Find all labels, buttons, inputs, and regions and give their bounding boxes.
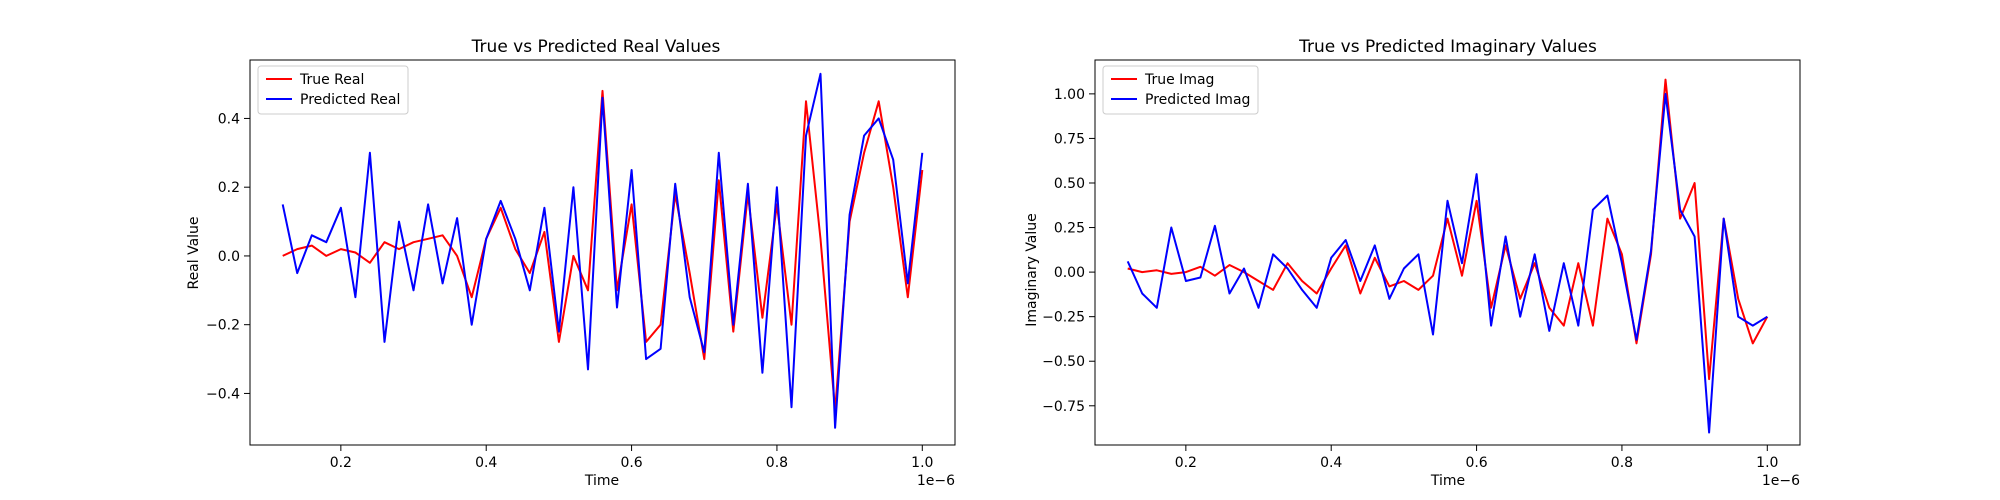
y-tick-label: 0.75 xyxy=(1054,131,1085,147)
imaginary-values-chart: True vs Predicted Imaginary Values 0.2 0.… xyxy=(1024,37,1801,489)
legend-label-true-imag: True Imag xyxy=(1144,72,1214,88)
plot-frame xyxy=(249,59,956,446)
chart-title: True vs Predicted Real Values xyxy=(471,37,721,57)
y-tick-label: −0.25 xyxy=(1042,310,1085,326)
y-axis-ticks: −0.75 −0.50 −0.25 0.00 0.25 0.50 0.75 1.00 xyxy=(1042,87,1095,415)
x-tick-label: 0.4 xyxy=(475,455,497,471)
x-axis-offset-label: 1e−6 xyxy=(1762,473,1800,489)
real-values-chart: True vs Predicted Real Values 0.2 0.4 0.6 0… xyxy=(186,37,956,489)
y-tick-label: 0.4 xyxy=(218,111,240,127)
legend-label-predicted-imag: Predicted Imag xyxy=(1145,92,1250,108)
x-axis-ticks: 0.2 0.4 0.6 0.8 1.0 xyxy=(1175,445,1778,471)
legend-label-true-real: True Real xyxy=(299,72,364,88)
legend: True Imag Predicted Imag xyxy=(1102,65,1259,115)
series-line-predicted-imag xyxy=(1126,92,1768,434)
series-layer xyxy=(281,72,924,429)
y-axis-ticks: −0.4 −0.2 0.0 0.2 0.4 xyxy=(206,111,250,402)
series-line-true-imag xyxy=(1127,78,1769,381)
legend-box xyxy=(1102,65,1259,115)
x-tick-label: 0.6 xyxy=(1465,455,1487,471)
y-tick-label: −0.50 xyxy=(1042,354,1085,370)
series-line-predicted-real xyxy=(281,72,924,429)
legend: True Real Predicted Real xyxy=(257,65,409,115)
x-tick-label: 0.2 xyxy=(330,455,352,471)
y-tick-label: −0.75 xyxy=(1042,399,1085,415)
legend-box xyxy=(257,65,409,115)
x-axis-offset-label: 1e−6 xyxy=(917,473,955,489)
series-layer xyxy=(1126,78,1769,434)
x-tick-label: 1.0 xyxy=(1756,455,1778,471)
x-axis-label: Time xyxy=(1430,473,1465,489)
plot-frame xyxy=(1094,59,1801,446)
x-tick-label: 0.8 xyxy=(766,455,788,471)
y-tick-label: 0.0 xyxy=(218,249,240,265)
x-tick-label: 0.8 xyxy=(1611,455,1633,471)
x-tick-label: 0.6 xyxy=(620,455,642,471)
y-tick-label: 0.50 xyxy=(1054,176,1085,192)
y-tick-label: −0.4 xyxy=(206,386,240,402)
y-tick-label: 1.00 xyxy=(1054,87,1085,103)
x-axis-ticks: 0.2 0.4 0.6 0.8 1.0 xyxy=(330,445,933,471)
y-tick-label: 0.2 xyxy=(218,180,240,196)
x-axis-label: Time xyxy=(584,473,619,489)
y-axis-label: Imaginary Value xyxy=(1024,213,1040,327)
y-tick-label: −0.2 xyxy=(206,318,240,334)
legend-label-predicted-real: Predicted Real xyxy=(300,92,400,108)
x-tick-label: 1.0 xyxy=(911,455,933,471)
x-tick-label: 0.2 xyxy=(1175,455,1197,471)
chart-title: True vs Predicted Imaginary Values xyxy=(1298,37,1597,57)
y-tick-label: 0.25 xyxy=(1054,221,1085,237)
y-axis-label: Real Value xyxy=(186,216,202,289)
series-line-true-real xyxy=(282,89,924,412)
y-tick-label: 0.00 xyxy=(1054,265,1085,281)
x-tick-label: 0.4 xyxy=(1320,455,1342,471)
